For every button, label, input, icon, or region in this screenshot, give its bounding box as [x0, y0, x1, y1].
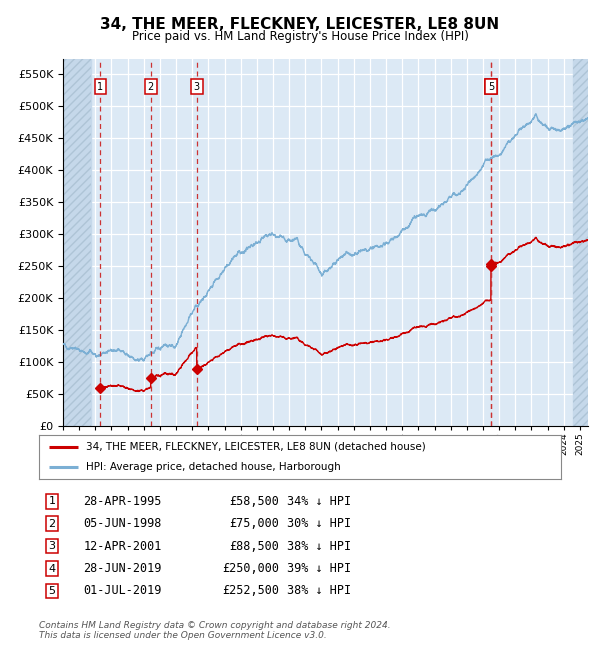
Text: 2: 2 [49, 519, 56, 528]
Text: £250,000: £250,000 [222, 562, 279, 575]
Text: 12-APR-2001: 12-APR-2001 [83, 540, 162, 552]
Text: 28-JUN-2019: 28-JUN-2019 [83, 562, 162, 575]
Text: 5: 5 [49, 586, 56, 596]
Text: £58,500: £58,500 [229, 495, 279, 508]
Text: 4: 4 [488, 82, 494, 92]
Text: Price paid vs. HM Land Registry's House Price Index (HPI): Price paid vs. HM Land Registry's House … [131, 30, 469, 43]
Text: This data is licensed under the Open Government Licence v3.0.: This data is licensed under the Open Gov… [39, 631, 327, 640]
Text: 28-APR-1995: 28-APR-1995 [83, 495, 162, 508]
Text: 30% ↓ HPI: 30% ↓ HPI [287, 517, 351, 530]
Text: 05-JUN-1998: 05-JUN-1998 [83, 517, 162, 530]
Bar [573, 58, 588, 426]
Text: 1: 1 [97, 82, 104, 92]
Text: 4: 4 [49, 564, 56, 573]
Text: 39% ↓ HPI: 39% ↓ HPI [287, 562, 351, 575]
Text: 3: 3 [49, 541, 56, 551]
Text: 2: 2 [148, 82, 154, 92]
Text: HPI: Average price, detached house, Harborough: HPI: Average price, detached house, Harb… [86, 462, 341, 472]
Text: 34, THE MEER, FLECKNEY, LEICESTER, LE8 8UN: 34, THE MEER, FLECKNEY, LEICESTER, LE8 8… [100, 17, 500, 32]
Text: 34, THE MEER, FLECKNEY, LEICESTER, LE8 8UN (detached house): 34, THE MEER, FLECKNEY, LEICESTER, LE8 8… [86, 442, 426, 452]
Bar [63, 58, 91, 426]
Text: 5: 5 [488, 82, 494, 92]
Text: 38% ↓ HPI: 38% ↓ HPI [287, 584, 351, 597]
Text: £252,500: £252,500 [222, 584, 279, 597]
Text: Contains HM Land Registry data © Crown copyright and database right 2024.: Contains HM Land Registry data © Crown c… [39, 621, 391, 630]
Text: £88,500: £88,500 [229, 540, 279, 552]
Text: 34% ↓ HPI: 34% ↓ HPI [287, 495, 351, 508]
Text: 1: 1 [49, 496, 56, 506]
Bar [573, 58, 588, 426]
Text: 38% ↓ HPI: 38% ↓ HPI [287, 540, 351, 552]
Text: £75,000: £75,000 [229, 517, 279, 530]
Bar [63, 58, 91, 426]
Text: 3: 3 [194, 82, 200, 92]
Text: 01-JUL-2019: 01-JUL-2019 [83, 584, 162, 597]
